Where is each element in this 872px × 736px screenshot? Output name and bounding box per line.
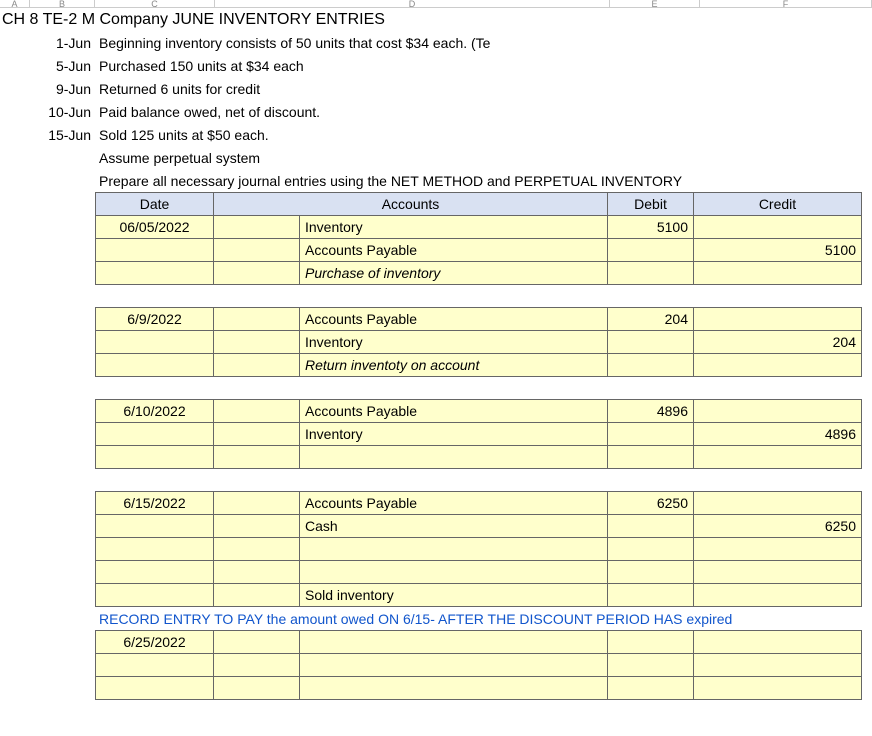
header-credit: Credit xyxy=(694,193,862,216)
assume-row: Assume perpetual system xyxy=(0,146,872,169)
col-header: C xyxy=(95,0,215,7)
entry-date[interactable]: 6/10/2022 xyxy=(96,400,214,423)
header-debit: Debit xyxy=(608,193,694,216)
entry-note[interactable]: Sold inventory xyxy=(300,584,608,607)
event-date: 15-Jun xyxy=(30,123,95,146)
event-row: 15-Jun Sold 125 units at $50 each. xyxy=(0,123,872,146)
debit-amount[interactable]: 4896 xyxy=(608,400,694,423)
account-name[interactable]: Inventory xyxy=(300,423,608,446)
credit-amount[interactable]: 4896 xyxy=(694,423,862,446)
table-row: 6/9/2022 Accounts Payable 204 xyxy=(96,308,862,331)
table-row: Accounts Payable 5100 xyxy=(96,239,862,262)
record-note: RECORD ENTRY TO PAY the amount owed ON 6… xyxy=(95,607,872,630)
table-header-row: Date Accounts Debit Credit xyxy=(96,193,862,216)
spacer-row xyxy=(96,285,862,308)
table-row: Return inventoty on account xyxy=(96,354,862,377)
event-date: 9-Jun xyxy=(30,77,95,100)
event-date: 1-Jun xyxy=(30,31,95,54)
event-row: 10-Jun Paid balance owed, net of discoun… xyxy=(0,100,872,123)
debit-amount[interactable]: 204 xyxy=(608,308,694,331)
col-header: E xyxy=(610,0,700,7)
table-row xyxy=(96,561,862,584)
event-row: 5-Jun Purchased 150 units at $34 each xyxy=(0,54,872,77)
prepare-text: Prepare all necessary journal entries us… xyxy=(95,169,865,192)
event-date: 10-Jun xyxy=(30,100,95,123)
account-name[interactable]: Accounts Payable xyxy=(300,308,608,331)
event-row: 9-Jun Returned 6 units for credit xyxy=(0,77,872,100)
debit-amount[interactable]: 6250 xyxy=(608,492,694,515)
credit-amount[interactable]: 5100 xyxy=(694,239,862,262)
event-text: Paid balance owed, net of discount. xyxy=(95,100,795,123)
table-row: 6/25/2022 xyxy=(96,631,862,654)
table-row: Cash 6250 xyxy=(96,515,862,538)
col-header: F xyxy=(700,0,872,7)
entry-date[interactable]: 06/05/2022 xyxy=(96,216,214,239)
col-header: B xyxy=(30,0,95,7)
entry-date[interactable]: 6/9/2022 xyxy=(96,308,214,331)
column-header-strip: A B C D E F xyxy=(0,0,872,8)
spacer-row xyxy=(96,469,862,492)
event-text: Purchased 150 units at $34 each xyxy=(95,54,795,77)
table-row xyxy=(96,538,862,561)
title-row: CH 8 TE-2 M Company JUNE INVENTORY ENTRI… xyxy=(0,8,872,31)
credit-amount[interactable]: 204 xyxy=(694,331,862,354)
account-name[interactable]: Inventory xyxy=(300,331,608,354)
event-text: Beginning inventory consists of 50 units… xyxy=(95,31,795,54)
table-row: Purchase of inventory xyxy=(96,262,862,285)
assume-text: Assume perpetual system xyxy=(95,146,795,169)
prepare-row: Prepare all necessary journal entries us… xyxy=(0,169,872,192)
event-date: 5-Jun xyxy=(30,54,95,77)
entry-note[interactable]: Purchase of inventory xyxy=(300,262,608,285)
entry-note[interactable]: Return inventoty on account xyxy=(300,354,608,377)
table-row xyxy=(96,654,862,677)
event-text: Sold 125 units at $50 each. xyxy=(95,123,795,146)
table-row: 6/15/2022 Accounts Payable 6250 xyxy=(96,492,862,515)
table-row: 6/10/2022 Accounts Payable 4896 xyxy=(96,400,862,423)
account-name[interactable]: Inventory xyxy=(300,216,608,239)
table-row: Inventory 4896 xyxy=(96,423,862,446)
account-name[interactable]: Accounts Payable xyxy=(300,400,608,423)
table-row: 06/05/2022 Inventory 5100 xyxy=(96,216,862,239)
table-row: Sold inventory xyxy=(96,584,862,607)
table-row xyxy=(96,446,862,469)
account-name[interactable]: Accounts Payable xyxy=(300,239,608,262)
col-header: D xyxy=(215,0,610,7)
spacer-row xyxy=(96,377,862,400)
event-row: 1-Jun Beginning inventory consists of 50… xyxy=(0,31,872,54)
table-row xyxy=(96,677,862,700)
account-name[interactable]: Accounts Payable xyxy=(300,492,608,515)
credit-amount[interactable]: 6250 xyxy=(694,515,862,538)
debit-amount[interactable]: 5100 xyxy=(608,216,694,239)
entry-date[interactable]: 6/15/2022 xyxy=(96,492,214,515)
journal-table: Date Accounts Debit Credit 06/05/2022 In… xyxy=(95,192,862,607)
col-header: A xyxy=(0,0,30,7)
journal-table-2: 6/25/2022 xyxy=(95,630,862,700)
header-date: Date xyxy=(96,193,214,216)
header-accounts: Accounts xyxy=(214,193,608,216)
account-name[interactable]: Cash xyxy=(300,515,608,538)
table-row: Inventory 204 xyxy=(96,331,862,354)
event-text: Returned 6 units for credit xyxy=(95,77,795,100)
page-title: CH 8 TE-2 M Company JUNE INVENTORY ENTRI… xyxy=(0,8,872,31)
entry-date[interactable]: 6/25/2022 xyxy=(96,631,214,654)
